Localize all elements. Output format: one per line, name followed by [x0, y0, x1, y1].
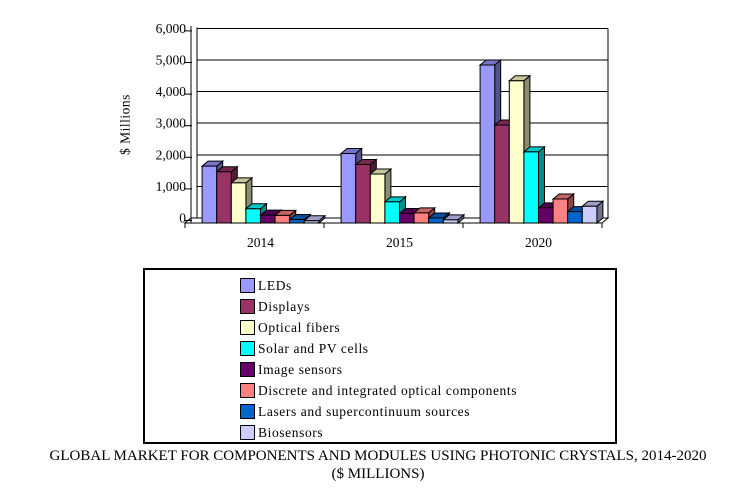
bar [538, 207, 554, 224]
y-tick-label: 2,000 [156, 147, 187, 162]
legend-item-label: Biosensors [258, 424, 324, 440]
legend-item: Discrete and integrated optical componen… [145, 380, 615, 401]
legend-swatch-icon [240, 299, 255, 314]
bar [567, 211, 583, 224]
bar [479, 64, 496, 224]
legend-item: Biosensors [145, 422, 615, 443]
bar [289, 219, 305, 224]
bar [369, 173, 386, 224]
legend-swatch-icon [240, 404, 255, 419]
chart-title-block: GLOBAL MARKET FOR COMPONENTS AND MODULES… [0, 447, 756, 483]
legend-swatch-icon [240, 362, 255, 377]
chart-legend: LEDs Displays Optical fibers Solar and PV c… [143, 268, 617, 444]
legend-item: Solar and PV cells [145, 338, 615, 359]
bar [355, 164, 371, 224]
legend-item: Optical fibers [145, 317, 615, 338]
x-category-label: 2015 [386, 235, 413, 250]
x-category-label: 2020 [525, 235, 552, 250]
y-tick-label: 0 [179, 211, 186, 226]
chart-plot: 0 1,000 2,000 3,000 4,000 5,000 6,000 2014 2015 2… [156, 21, 610, 250]
legend-swatch-icon [240, 383, 255, 398]
bar [508, 80, 525, 224]
bar [216, 171, 232, 224]
legend-item-label: Lasers and supercontinuum sources [258, 403, 471, 419]
bar [428, 217, 444, 224]
legend-swatch-icon [240, 425, 255, 440]
bar [260, 214, 276, 224]
bar [581, 205, 598, 224]
legend-item: Image sensors [145, 359, 615, 380]
legend-item: LEDs [145, 275, 615, 296]
y-tick-label: 1,000 [156, 179, 187, 194]
y-tick-label: 5,000 [156, 53, 187, 68]
bar [494, 124, 510, 224]
legend-item-label: Optical fibers [258, 319, 341, 335]
x-category-label: 2014 [247, 235, 274, 250]
bar [245, 208, 261, 224]
chart-title: GLOBAL MARKET FOR COMPONENTS AND MODULES… [49, 448, 707, 464]
legend-item-label: Displays [258, 298, 311, 314]
y-tick-label: 4,000 [156, 84, 187, 99]
bar [384, 201, 400, 224]
legend-item-label: Image sensors [258, 361, 343, 377]
legend-item-label: Solar and PV cells [258, 340, 369, 356]
legend-swatch-icon [240, 320, 255, 335]
legend-item-label: LEDs [258, 277, 292, 293]
legend-item-label: Discrete and integrated optical componen… [258, 382, 518, 398]
bar [399, 213, 415, 224]
bar [201, 165, 218, 224]
legend-item: Lasers and supercontinuum sources [145, 401, 615, 422]
legend-item: Displays [145, 296, 615, 317]
chart-subtitle: ($ MILLIONS) [331, 466, 425, 482]
bar [413, 212, 430, 224]
bar [552, 198, 569, 224]
bar [442, 219, 459, 224]
y-axis-title: $ Millions [117, 94, 133, 155]
y-tick-label: 3,000 [156, 116, 187, 131]
bar [230, 182, 247, 224]
bar [274, 214, 291, 224]
legend-swatch-icon [240, 278, 255, 293]
bar [340, 152, 357, 224]
bar [303, 220, 320, 224]
bar [523, 151, 540, 224]
y-tick-label: 6,000 [156, 21, 187, 36]
legend-swatch-icon [240, 341, 255, 356]
